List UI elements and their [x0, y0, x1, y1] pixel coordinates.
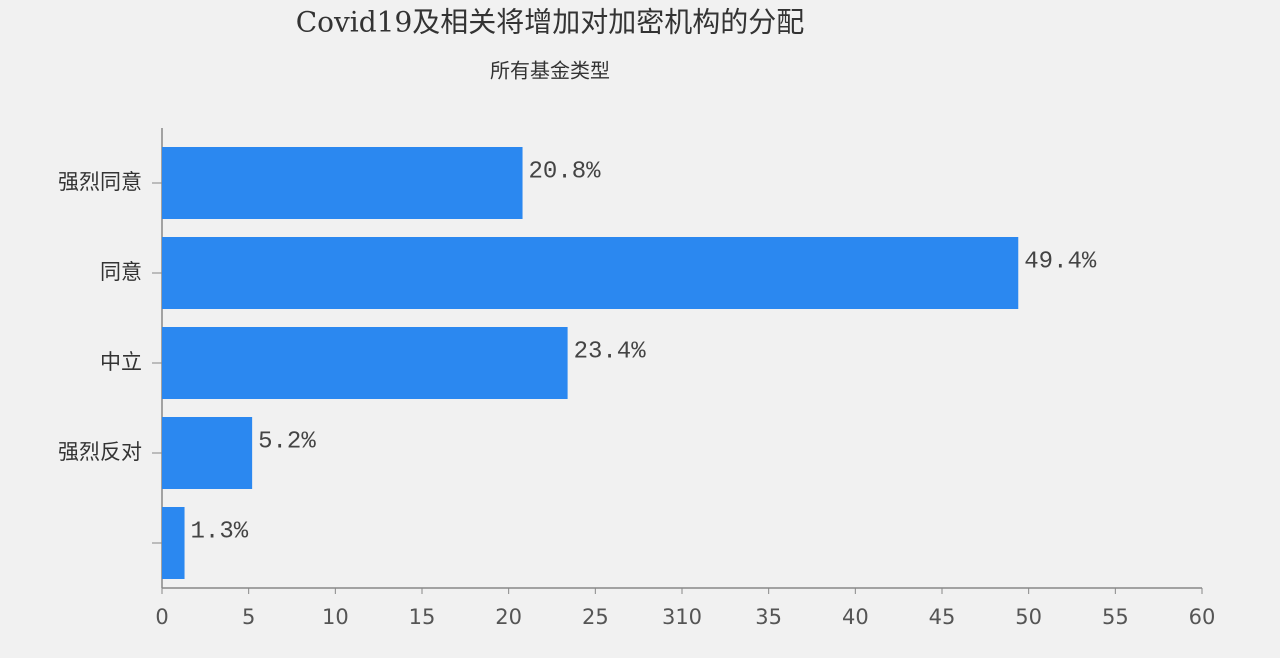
x-tick-label: 35 [755, 605, 782, 629]
x-tick-label: 20 [495, 605, 522, 629]
x-tick-label: 0 [155, 605, 168, 629]
x-tick-label: 50 [1015, 605, 1042, 629]
chart-subtitle: 所有基金类型 [490, 59, 610, 83]
x-tick-label: 40 [842, 605, 869, 629]
x-tick-label: 55 [1102, 605, 1129, 629]
value-label: 5.2% [258, 428, 316, 455]
bar [162, 507, 185, 579]
bar [162, 417, 253, 489]
x-tick-label: 60 [1189, 605, 1216, 629]
x-tick-label: 15 [409, 605, 436, 629]
bar [162, 327, 568, 399]
y-tick-label: 同意 [100, 260, 142, 284]
chart-title: Covid19及相关将增加对加密机构的分配 [296, 6, 805, 39]
value-label: 23.4% [574, 338, 647, 365]
value-label: 20.8% [529, 158, 602, 185]
x-tick-label: 5 [242, 605, 255, 629]
bar [162, 237, 1019, 309]
x-tick-label: 25 [582, 605, 609, 629]
value-label: 1.3% [191, 518, 249, 545]
y-tick-label: 强烈反对 [58, 440, 142, 464]
y-tick-label: 中立 [100, 350, 142, 374]
value-label: 49.4% [1024, 248, 1097, 275]
x-tick-label: 10 [322, 605, 349, 629]
x-tick-label: 45 [929, 605, 956, 629]
x-tick-label: 310 [662, 605, 702, 629]
y-tick-label: 强烈同意 [58, 170, 142, 194]
bar [162, 147, 523, 219]
